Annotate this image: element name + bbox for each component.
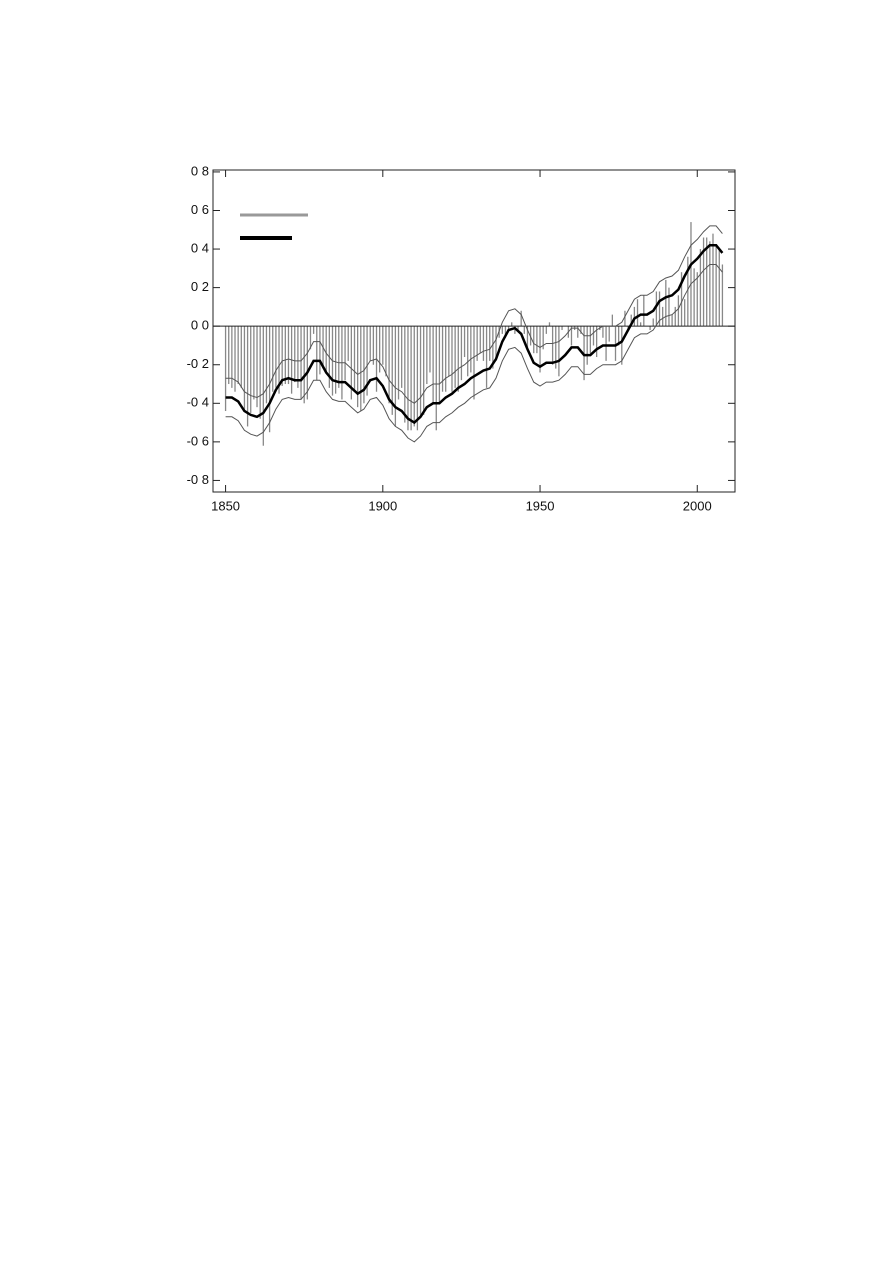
curve: [225, 225, 723, 404]
curve: [225, 264, 723, 443]
y-tick-label: -0 6: [187, 433, 209, 448]
plot-frame: [212, 169, 736, 493]
y-tick-label: 0 8: [191, 163, 209, 178]
x-tick-label: 1900: [368, 498, 397, 513]
x-tick-label: 2000: [683, 498, 712, 513]
y-tick-label: 0 4: [191, 240, 209, 255]
y-tick-label: 0 0: [191, 318, 209, 333]
y-tick-label: -0 2: [187, 356, 209, 371]
curve: [225, 243, 724, 425]
y-tick-label: -0 4: [187, 395, 209, 410]
y-tick-label: -0 8: [187, 472, 209, 487]
x-tick-label: 1850: [211, 498, 240, 513]
x-tick-label: 1950: [526, 498, 555, 513]
y-tick-label: 0 6: [191, 202, 209, 217]
y-tick-label: 0 2: [191, 279, 209, 294]
